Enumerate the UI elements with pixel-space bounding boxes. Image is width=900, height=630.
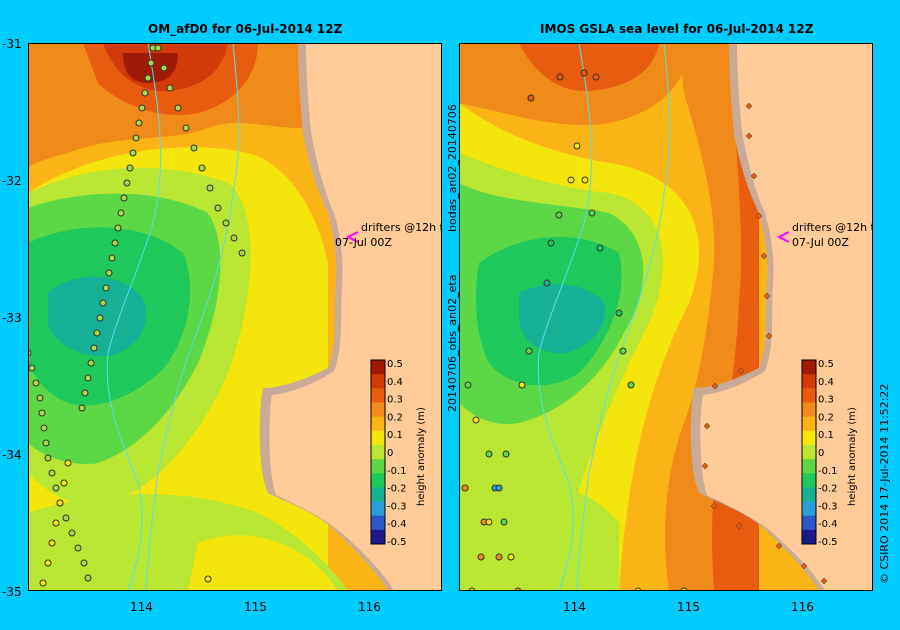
- colorbar-segment: [371, 416, 385, 432]
- right-colorbar: 0.5 0.4 0.3 0.2 0.1 0 -0.1 -0.2 -0.3 -0.4 -0.5 hei…: [801, 359, 858, 548]
- x-tick: 115: [244, 600, 267, 614]
- drifter-track-1: [78, 44, 157, 412]
- x-tick: 116: [791, 600, 814, 614]
- side-label-top: bodas_an02_20140706: [446, 104, 459, 232]
- colorbar-tick: 0.5: [387, 359, 403, 370]
- colorbar-tick: 0: [387, 448, 393, 459]
- annotation-line-2: 07-Jul 00Z: [792, 236, 849, 249]
- colorbar-segment: [802, 444, 816, 460]
- colorbar-segment: [371, 402, 385, 418]
- y-tick: -34: [2, 448, 22, 462]
- contour-darkred-core: [123, 53, 178, 83]
- colorbar-segment: [802, 416, 816, 432]
- colorbar-segment: [802, 459, 816, 474]
- annotation-line-1: drifters @12h to: [792, 221, 873, 234]
- colorbar-tick: 0.4: [818, 377, 834, 388]
- drifter-arrow-icon: [776, 231, 790, 243]
- colorbar-segment: [802, 515, 816, 531]
- colorbar-tick: -0.3: [818, 501, 838, 512]
- colorbar-tick: 0.4: [387, 377, 403, 388]
- colorbar-segment: [371, 444, 385, 460]
- colorbar-segment: [802, 501, 816, 517]
- colorbar-tick: -0.1: [387, 466, 407, 477]
- colorbar-tick: -0.3: [387, 501, 407, 512]
- colorbar-segment: [802, 487, 816, 503]
- colorbar-segment: [371, 529, 385, 545]
- colorbar-tick: -0.5: [818, 537, 838, 548]
- right-panel-title: IMOS GSLA sea level for 06-Jul-2014 12Z: [540, 22, 814, 36]
- colorbar-segment: [371, 360, 385, 375]
- left-panel-title: OM_afD0 for 06-Jul-2014 12Z: [148, 22, 343, 36]
- y-tick: -31: [2, 37, 22, 51]
- colorbar-segment: [802, 529, 816, 545]
- colorbar-tick: 0.2: [818, 412, 834, 423]
- y-tick: -33: [2, 311, 22, 325]
- colorbar-tick: 0.3: [818, 395, 834, 406]
- colorbar-tick: -0.2: [818, 484, 838, 495]
- colorbar-segment: [802, 374, 816, 389]
- x-tick: 116: [358, 600, 381, 614]
- coastal-drifter-markers: [701, 102, 828, 585]
- bathymetry-contour-line: [576, 43, 671, 591]
- contour-dark-orange-north: [519, 43, 659, 92]
- colorbar-segment: [802, 430, 816, 446]
- colorbar-tick: 0.1: [818, 430, 834, 441]
- colorbar-segment: [371, 430, 385, 446]
- drifter-arrow-icon: [345, 231, 359, 243]
- left-colorbar: 0.5 0.4 0.3 0.2 0.1 0 -0.1 -0.2 -0.3 -0.4 -0.5 hei…: [370, 359, 427, 548]
- drifter-track-3: [28, 349, 92, 582]
- annotation-line-2: 07-Jul 00Z: [335, 236, 392, 249]
- drifter-track-2: [154, 44, 246, 257]
- colorbar-tick: -0.5: [387, 537, 407, 548]
- left-map: drifters @12h to 07-Jul 00Z: [28, 43, 442, 591]
- x-tick: 114: [563, 600, 586, 614]
- colorbar-segment: [802, 360, 816, 375]
- colorbar-segment: [371, 374, 385, 389]
- colorbar-segment: [371, 515, 385, 531]
- credit-label: © CSIRO 2014 17-Jul-2014 11:52:22: [878, 383, 891, 584]
- colorbar-segment: [371, 388, 385, 403]
- colorbar-tick: -0.4: [818, 519, 838, 530]
- colorbar-tick: 0.5: [818, 359, 834, 370]
- colorbar-segment: [371, 487, 385, 503]
- contour-yellow-south: [188, 535, 338, 591]
- x-tick: 114: [130, 600, 153, 614]
- colorbar-label: height anomaly (m): [416, 407, 427, 506]
- annotation-line-1: drifters @12h to: [361, 221, 442, 234]
- land-australia-interior: [700, 43, 873, 591]
- x-tick: 115: [677, 600, 700, 614]
- colorbar-tick: -0.1: [818, 466, 838, 477]
- drifter-track-4: [39, 459, 212, 587]
- colorbar-segment: [371, 501, 385, 517]
- colorbar-tick: -0.4: [387, 519, 407, 530]
- colorbar-segment: [371, 473, 385, 488]
- bathymetry-contour-line-2: [106, 43, 162, 591]
- colorbar-border: [801, 359, 817, 545]
- colorbar-segment: [802, 388, 816, 403]
- colorbar-segment: [802, 402, 816, 418]
- colorbar-tick: 0.3: [387, 395, 403, 406]
- y-tick: -35: [2, 585, 22, 599]
- colorbar-segment: [371, 459, 385, 474]
- land-australia-interior: [269, 43, 442, 591]
- colorbar-tick: 0.2: [387, 412, 403, 423]
- observation-markers: [461, 69, 688, 591]
- bathymetry-contour-line-2: [537, 43, 593, 591]
- colorbar-tick: -0.2: [387, 484, 407, 495]
- colorbar-border: [370, 359, 386, 545]
- colorbar-label: height anomaly (m): [847, 407, 858, 506]
- y-tick: -32: [2, 174, 22, 188]
- side-label-bottom: 20140706_obs_an02_eta: [446, 274, 459, 412]
- colorbar-tick: 0: [818, 448, 824, 459]
- bathymetry-contour-line: [145, 43, 240, 591]
- contour-teal-band: [519, 284, 605, 354]
- colorbar-tick: 0.1: [387, 430, 403, 441]
- colorbar-segment: [802, 473, 816, 488]
